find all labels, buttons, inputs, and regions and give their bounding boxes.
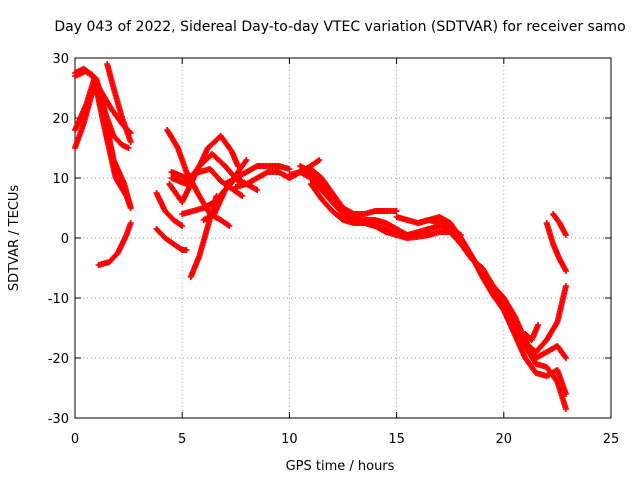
- x-tick-label: 20: [496, 432, 513, 447]
- series-arc-14: [187, 193, 220, 280]
- data-point: [183, 247, 190, 253]
- y-tick-label: -30: [48, 412, 69, 427]
- series-arc-05: [104, 61, 134, 145]
- series-arc-07: [153, 226, 190, 253]
- series-arc-26: [522, 322, 542, 343]
- y-tick-label: 10: [52, 172, 69, 187]
- data-point: [127, 220, 134, 226]
- data-point: [562, 355, 569, 361]
- y-axis-label: SDTVAR / TECUs: [7, 185, 22, 292]
- x-tick-label: 5: [178, 432, 186, 447]
- y-tick-label: 20: [52, 112, 69, 127]
- data-point: [179, 223, 186, 229]
- y-tick-label: -10: [48, 292, 69, 307]
- y-tick-label: -20: [48, 352, 69, 367]
- data-point: [562, 406, 569, 412]
- data-point: [535, 322, 542, 328]
- series-arc-06: [95, 220, 134, 268]
- series-arc-16: [222, 163, 293, 187]
- series-arc-25: [490, 283, 569, 355]
- data-point: [213, 193, 220, 199]
- y-tick-label: 0: [61, 232, 69, 247]
- data-point: [243, 157, 250, 163]
- chart-title: Day 043 of 2022, Sidereal Day-to-day VTE…: [54, 19, 625, 35]
- data-point: [226, 223, 233, 229]
- data-point: [286, 166, 293, 172]
- axis-ticks: 0 5 10 15 20 25 -30 -20 -10 0 10 20 30: [48, 52, 620, 447]
- data-point: [239, 193, 246, 199]
- series-arc-12: [168, 166, 246, 199]
- data-point: [562, 268, 569, 274]
- x-tick-label: 10: [281, 432, 298, 447]
- x-tick-label: 25: [603, 432, 620, 447]
- y-tick-label: 30: [52, 52, 69, 67]
- x-tick-label: 15: [388, 432, 405, 447]
- x-axis-label: GPS time / hours: [286, 459, 395, 474]
- x-tick-label: 0: [71, 432, 79, 447]
- series-arc-04: [72, 76, 134, 211]
- series-arc-28: [550, 211, 569, 238]
- data-point: [254, 187, 261, 193]
- data-points: [72, 61, 569, 412]
- data-point: [127, 205, 134, 211]
- data-point: [316, 157, 323, 163]
- data-point: [562, 232, 569, 238]
- data-point: [393, 208, 400, 214]
- series-arc-27: [543, 220, 569, 274]
- data-point: [125, 145, 132, 151]
- series-arc-08: [153, 190, 186, 229]
- data-point: [562, 283, 569, 289]
- data-point: [127, 139, 134, 145]
- data-point: [562, 391, 569, 397]
